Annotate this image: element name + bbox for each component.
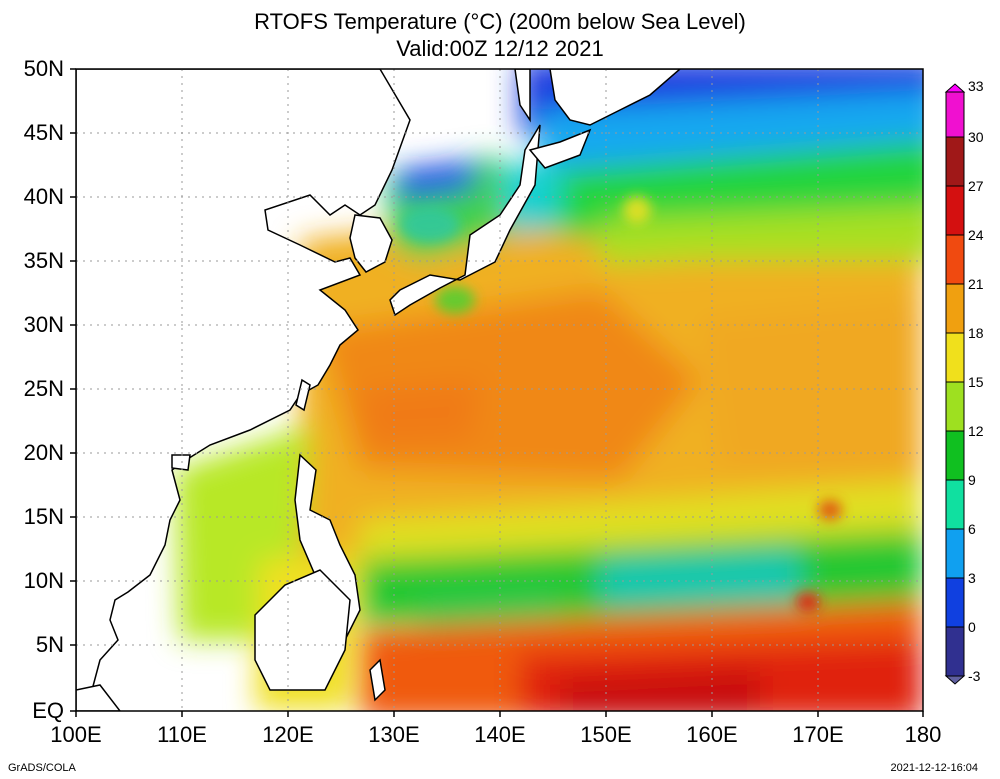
lon-label: 100E bbox=[50, 722, 102, 747]
colorbar-label: 24 bbox=[968, 227, 984, 243]
lat-label: 25N bbox=[23, 376, 64, 401]
credit-label: GrADS/COLA bbox=[8, 762, 76, 774]
lat-label: 10N bbox=[23, 568, 64, 593]
coastlines bbox=[76, 69, 682, 711]
colorbar-label: 3 bbox=[968, 570, 976, 586]
colorbar-label: 30 bbox=[968, 129, 984, 145]
colorbar-label: 0 bbox=[968, 619, 976, 635]
lat-label: 30N bbox=[23, 312, 64, 337]
lon-label: 140E bbox=[474, 722, 526, 747]
timestamp-label: 2021-12-12-16:04 bbox=[890, 762, 978, 774]
colorbar-label: 33 bbox=[968, 78, 984, 94]
colorbar-label: 18 bbox=[968, 325, 984, 341]
colorbar-label: 6 bbox=[968, 521, 976, 537]
lat-label: 45N bbox=[23, 120, 64, 145]
colorbar bbox=[944, 83, 966, 685]
colorbar-label: 15 bbox=[968, 374, 984, 390]
lat-label: 5N bbox=[35, 632, 64, 657]
colorbar-label: 27 bbox=[968, 178, 984, 194]
colorbar-label: 9 bbox=[968, 472, 976, 488]
lat-label: 20N bbox=[23, 440, 64, 465]
lat-label: EQ bbox=[32, 698, 64, 723]
axis-ticks bbox=[70, 68, 924, 717]
chart-subtitle: Valid:00Z 12/12 2021 bbox=[396, 36, 604, 61]
lon-label: 120E bbox=[262, 722, 314, 747]
gridlines bbox=[76, 69, 923, 711]
lon-label: 170E bbox=[792, 722, 844, 747]
colorbar-label: -3 bbox=[968, 668, 981, 684]
chart-title: RTOFS Temperature (°C) (200m below Sea L… bbox=[254, 9, 746, 34]
lon-label: 180 bbox=[904, 722, 942, 747]
lat-label: 15N bbox=[23, 504, 64, 529]
lon-label: 150E bbox=[580, 722, 632, 747]
lon-label: 160E bbox=[686, 722, 738, 747]
colorbar-label: 21 bbox=[968, 276, 984, 292]
lat-label: 50N bbox=[23, 56, 64, 81]
lat-label: 40N bbox=[23, 184, 64, 209]
lat-label: 35N bbox=[23, 248, 64, 273]
lon-label: 130E bbox=[368, 722, 420, 747]
lon-label: 110E bbox=[157, 722, 207, 747]
colorbar-label: 12 bbox=[968, 423, 984, 439]
